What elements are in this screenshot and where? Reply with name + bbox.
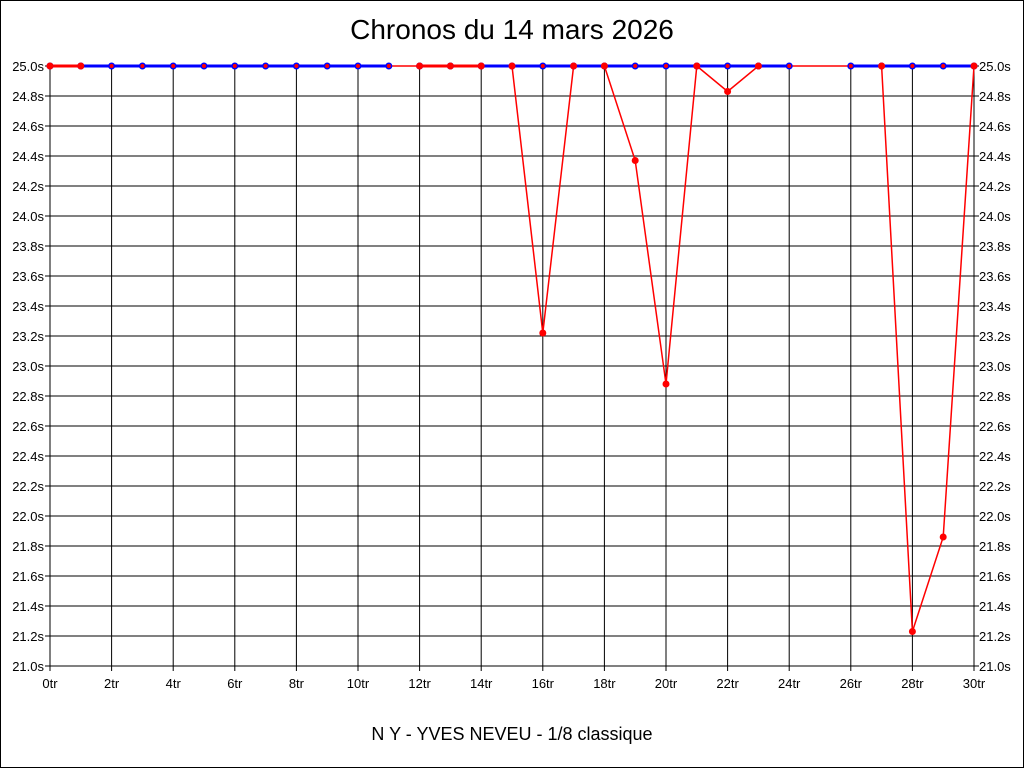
series-point-center [910,64,915,68]
y-tick-label: 22.6s [12,419,44,434]
series-point-center [294,64,299,68]
y-tick-label: 24.0s [12,209,44,224]
y-tick-label: 24.8s [12,89,44,104]
series-point-red [477,62,485,70]
y-tick-label-right: 21.8s [979,539,1011,554]
series-point-center [232,64,237,68]
y-tick-label-right: 23.6s [979,269,1011,284]
x-tick-label: 8tr [289,676,305,691]
x-tick-label: 0tr [42,676,58,691]
y-tick-label: 23.8s [12,239,44,254]
y-tick-label: 24.6s [12,119,44,134]
series-point-center [941,64,946,68]
y-tick-label-right: 24.0s [979,209,1011,224]
y-tick-label: 25.0s [12,59,44,74]
y-tick-label-right: 21.0s [979,659,1011,674]
series-point-red [631,157,639,164]
y-tick-label-right: 22.2s [979,479,1011,494]
series-point-center [725,64,730,68]
y-tick-label: 21.6s [12,569,44,584]
y-tick-label: 24.4s [12,149,44,164]
y-tick-label-right: 24.4s [979,149,1011,164]
series-point-center [386,64,391,68]
series-point-red [878,62,886,70]
x-tick-label: 28tr [901,676,924,691]
x-tick-label: 16tr [532,676,555,691]
y-tick-label-right: 21.6s [979,569,1011,584]
series-point-center [140,64,145,68]
y-tick-label-right: 21.2s [979,629,1011,644]
x-tick-label: 18tr [593,676,616,691]
series-point-red [754,62,762,70]
series-point-center [325,64,330,68]
y-tick-label: 23.2s [12,329,44,344]
series-point-red [908,628,916,635]
x-tick-label: 4tr [166,676,182,691]
y-tick-label-right: 23.4s [979,299,1011,314]
y-tick-label-right: 21.4s [979,599,1011,614]
series-point-red [508,62,516,70]
y-tick-label: 21.0s [12,659,44,674]
y-tick-label-right: 23.0s [979,359,1011,374]
y-tick-label: 23.4s [12,299,44,314]
series-point-red [662,380,670,388]
x-tick-label: 26tr [840,676,863,691]
x-tick-label: 12tr [408,676,431,691]
y-tick-label-right: 22.6s [979,419,1011,434]
chart-subtitle: N Y - YVES NEVEU - 1/8 classique [371,724,653,744]
y-tick-label: 21.8s [12,539,44,554]
series-point-red [77,62,85,70]
x-tick-label: 22tr [716,676,739,691]
series-point-red [939,533,947,541]
series-point-red [539,329,547,337]
series-point-center [202,64,206,68]
series-point-red [570,62,578,70]
y-tick-label-right: 25.0s [979,59,1011,74]
y-tick-label-right: 24.6s [979,119,1011,134]
x-tick-label: 24tr [778,676,801,691]
series-point-center [787,64,792,68]
y-tick-label-right: 22.8s [979,389,1011,404]
series-point-center [109,64,114,68]
x-tick-label: 14tr [470,676,493,691]
y-tick-label: 23.0s [12,359,44,374]
series-point-red [970,62,978,70]
series-point-center [633,64,638,68]
y-tick-label: 22.4s [12,449,44,464]
series-point-red [46,62,54,70]
x-tick-label: 30tr [963,676,986,691]
y-tick-label-right: 23.2s [979,329,1011,344]
y-tick-label: 24.2s [12,179,44,194]
y-tick-label: 22.0s [12,509,44,524]
series-point-red [600,62,608,70]
y-tick-label: 22.2s [12,479,44,494]
series-point-center [664,64,668,68]
x-tick-label: 6tr [227,676,243,691]
series-point-center [540,64,545,68]
y-tick-label-right: 22.4s [979,449,1011,464]
series-point-red [416,62,424,70]
y-tick-label-right: 24.2s [979,179,1011,194]
y-tick-label: 23.6s [12,269,44,284]
y-tick-label-right: 22.0s [979,509,1011,524]
y-tick-label: 21.2s [12,629,44,644]
series-point-center [356,64,360,68]
chart-title: Chronos du 14 mars 2026 [350,14,674,45]
series-point-center [171,64,176,68]
y-tick-label: 21.4s [12,599,44,614]
y-tick-label: 22.8s [12,389,44,404]
y-tick-label-right: 23.8s [979,239,1011,254]
series-point-center [263,64,268,68]
x-tick-label: 10tr [347,676,370,691]
x-tick-label: 2tr [104,676,120,691]
series-point-red [693,62,701,70]
series-point-red [446,62,454,70]
y-tick-label-right: 24.8s [979,89,1011,104]
series-point-red [724,88,732,95]
x-tick-label: 20tr [655,676,678,691]
series-point-center [848,64,853,68]
